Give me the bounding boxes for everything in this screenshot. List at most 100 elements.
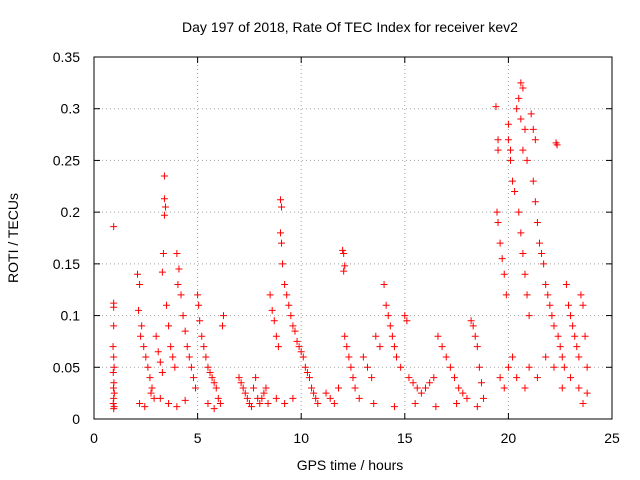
data-point — [347, 363, 355, 371]
data-point — [577, 291, 585, 299]
data-point — [281, 281, 289, 289]
data-point — [523, 291, 531, 299]
data-point — [345, 353, 353, 361]
data-point — [256, 399, 264, 407]
data-point — [432, 403, 440, 411]
data-point — [533, 218, 541, 226]
data-point — [426, 379, 434, 387]
data-point — [469, 322, 477, 330]
data-point — [308, 384, 316, 392]
data-point — [550, 363, 558, 371]
data-point — [380, 281, 388, 289]
data-point — [208, 374, 216, 382]
data-point — [270, 317, 278, 325]
data-point — [192, 384, 200, 392]
data-point — [500, 384, 508, 392]
data-point — [494, 146, 502, 154]
data-point — [517, 79, 525, 87]
data-point — [546, 301, 554, 309]
data-point — [314, 399, 322, 407]
data-point — [521, 125, 529, 133]
data-point — [390, 343, 398, 351]
data-point — [527, 110, 535, 118]
data-point — [493, 208, 501, 216]
data-point — [179, 312, 187, 320]
data-point — [109, 384, 117, 392]
data-point — [562, 281, 570, 289]
data-point — [397, 363, 405, 371]
data-point — [531, 136, 539, 144]
data-point — [515, 94, 523, 102]
data-point — [173, 403, 181, 411]
data-point — [370, 399, 378, 407]
data-point — [198, 332, 206, 340]
data-point — [175, 265, 183, 273]
data-point — [334, 384, 342, 392]
x-tick-label: 15 — [397, 430, 413, 446]
data-point — [169, 353, 177, 361]
data-point — [340, 267, 348, 275]
data-point — [498, 255, 506, 263]
data-point — [295, 343, 303, 351]
data-point — [134, 270, 142, 278]
data-point — [355, 394, 363, 402]
data-point — [109, 368, 117, 376]
data-point — [165, 399, 173, 407]
data-point — [218, 322, 226, 330]
data-point — [202, 353, 210, 361]
data-point — [135, 306, 143, 314]
data-point — [502, 291, 510, 299]
data-point — [160, 211, 168, 219]
data-point — [554, 332, 562, 340]
data-point — [136, 399, 144, 407]
data-point — [142, 353, 150, 361]
data-point — [293, 337, 301, 345]
data-point — [291, 327, 299, 335]
data-point — [349, 374, 357, 382]
data-point — [382, 301, 390, 309]
data-point — [110, 363, 118, 371]
data-point — [140, 343, 148, 351]
data-point — [504, 363, 512, 371]
data-point — [158, 368, 166, 376]
data-point — [250, 384, 258, 392]
data-point — [417, 389, 425, 397]
data-point — [303, 368, 311, 376]
data-point — [260, 389, 268, 397]
plot-frame — [93, 56, 613, 420]
data-point — [579, 301, 587, 309]
data-point — [442, 353, 450, 361]
data-point — [504, 136, 512, 144]
data-point — [535, 239, 543, 247]
data-point — [339, 246, 347, 254]
data-point — [521, 384, 529, 392]
x-tick-label: 25 — [604, 430, 620, 446]
data-point — [174, 281, 182, 289]
data-point — [299, 353, 307, 361]
data-point — [540, 260, 548, 268]
data-point — [173, 250, 181, 258]
data-point — [239, 384, 247, 392]
data-point — [509, 177, 517, 185]
data-point — [564, 301, 572, 309]
data-point — [567, 374, 575, 382]
data-point — [513, 374, 521, 382]
data-point — [438, 343, 446, 351]
data-point — [509, 353, 517, 361]
data-point — [137, 332, 145, 340]
data-point — [517, 229, 525, 237]
data-point — [272, 394, 280, 402]
data-point — [189, 374, 197, 382]
data-point — [156, 358, 164, 366]
data-point — [141, 403, 149, 411]
data-point — [154, 348, 162, 356]
data-point — [453, 399, 461, 407]
data-point — [289, 394, 297, 402]
data-point — [158, 268, 166, 276]
data-point — [390, 403, 398, 411]
x-tick-label: 10 — [293, 430, 309, 446]
data-point — [388, 332, 396, 340]
data-point — [301, 363, 309, 371]
data-point — [278, 203, 286, 211]
x-tick-labels: 0 5 10 15 20 25 — [90, 430, 620, 446]
